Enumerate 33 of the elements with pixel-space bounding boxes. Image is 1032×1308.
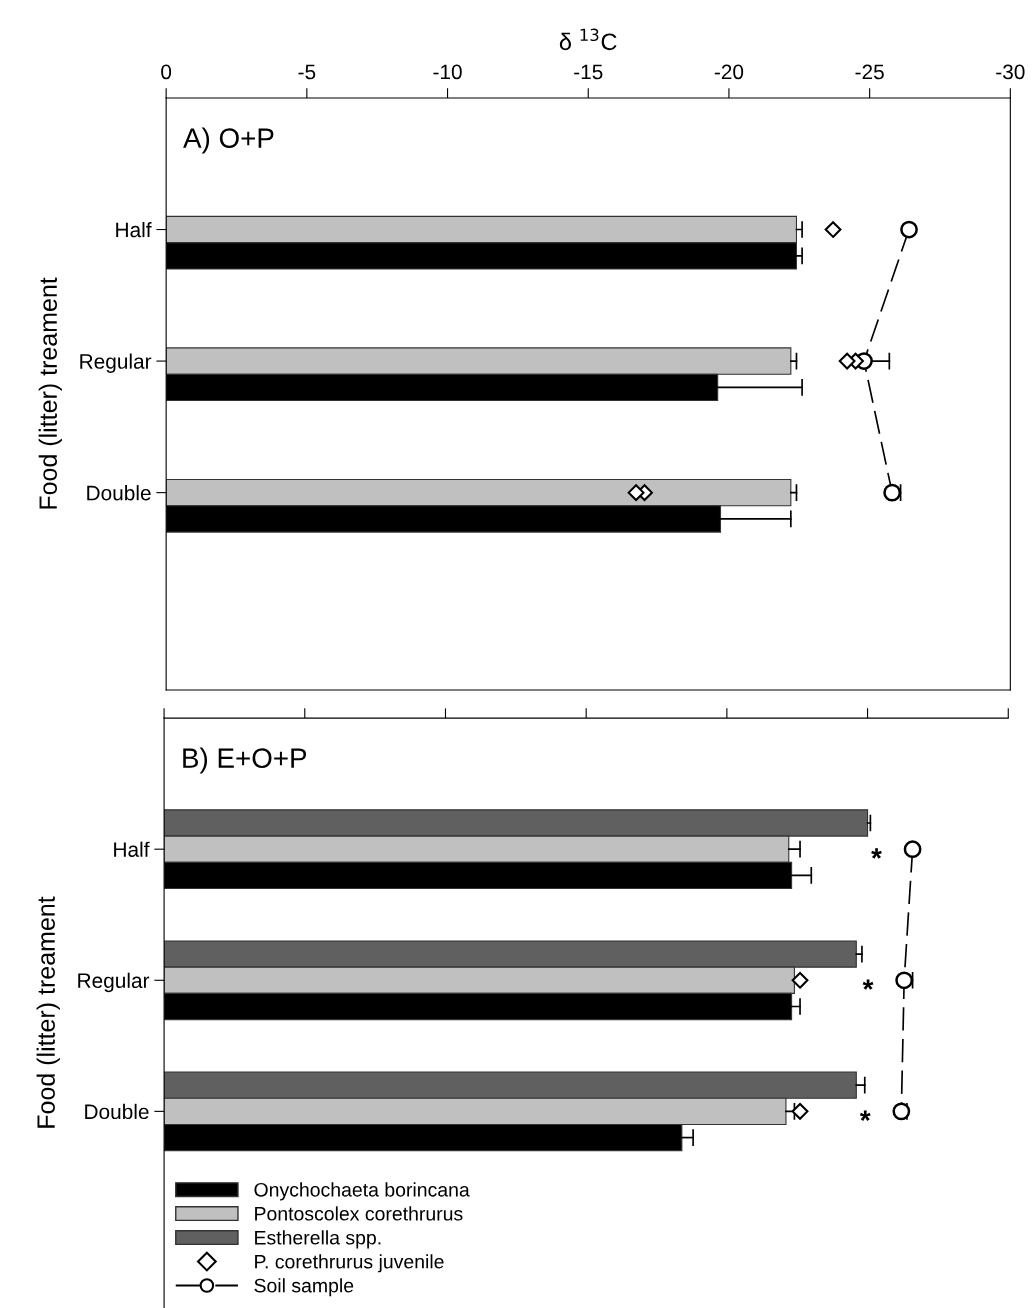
point bbox=[791, 1102, 809, 1120]
x-tick-label: -30 bbox=[996, 64, 1025, 80]
annotation: * bbox=[871, 848, 882, 859]
x-tick-label: -15 bbox=[574, 64, 603, 80]
point bbox=[627, 484, 645, 502]
chart-title: A) O+P bbox=[183, 127, 274, 154]
x-tick-label: 0 bbox=[161, 64, 172, 80]
x-axis-title: δ $^{13}$C bbox=[559, 28, 617, 51]
point bbox=[791, 971, 809, 989]
annotation: * bbox=[859, 1110, 871, 1121]
point bbox=[824, 221, 842, 238]
chart-title: B) E+O+P bbox=[183, 747, 307, 774]
legend-label: P. corethrurus juvenile bbox=[255, 1254, 444, 1273]
legend-label: Pontoscolex corethrurus bbox=[255, 1206, 463, 1221]
point bbox=[883, 483, 902, 502]
y-tick-label: Regular bbox=[80, 353, 152, 373]
y-tick-label: Double bbox=[87, 485, 151, 501]
x-tick-label: -25 bbox=[855, 64, 884, 80]
x-tick-label: -5 bbox=[298, 64, 316, 80]
y-axis-title: Food (litter) treament bbox=[36, 896, 60, 1128]
y-axis-title: Food (litter) treament bbox=[38, 277, 62, 509]
point bbox=[895, 971, 914, 990]
legend-label: Onychochaeta borincana bbox=[254, 1182, 470, 1201]
point bbox=[838, 352, 856, 370]
y-tick-label: Half bbox=[116, 221, 152, 238]
annotation: * bbox=[862, 979, 874, 990]
legend-label: Estherella spp. bbox=[255, 1230, 381, 1249]
point bbox=[892, 1102, 911, 1121]
point bbox=[900, 220, 918, 239]
x-tick-label: -10 bbox=[433, 64, 462, 80]
legend-label: Soil sample bbox=[254, 1278, 354, 1297]
point bbox=[903, 840, 922, 859]
x-tick-label: -20 bbox=[714, 64, 744, 80]
